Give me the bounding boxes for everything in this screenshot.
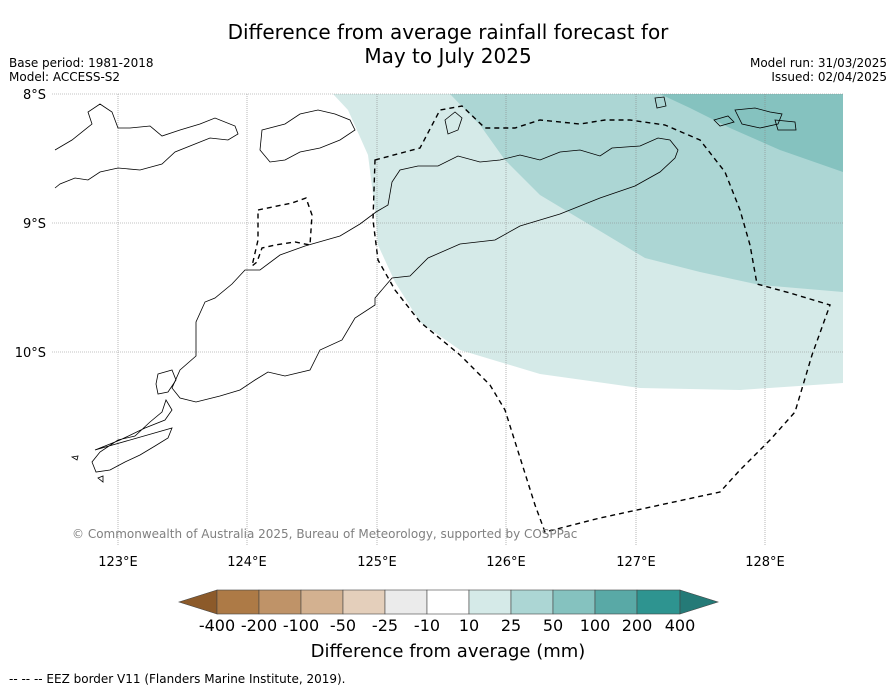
cb-label: -400 bbox=[198, 616, 236, 635]
cb-label: 100 bbox=[579, 616, 611, 635]
cb-label: -100 bbox=[282, 616, 320, 635]
colorbar-seg-9 bbox=[552, 589, 596, 615]
shade-50-100 bbox=[660, 94, 843, 172]
colorbar-low-extend bbox=[178, 589, 218, 615]
coast-island-ne-3 bbox=[713, 115, 735, 127]
coast-island-ne-2 bbox=[734, 107, 783, 129]
lon-tick-124: 124°E bbox=[227, 555, 267, 570]
colorbar-title: Difference from average (mm) bbox=[310, 641, 586, 662]
copyright-text: © Commonwealth of Australia 2025, Bureau… bbox=[72, 527, 578, 541]
lon-tick-123: 123°E bbox=[98, 555, 138, 570]
lon-tick-126: 126°E bbox=[486, 555, 526, 570]
lon-tick-127: 127°E bbox=[616, 555, 656, 570]
lon-tick-labels: 123°E 124°E 125°E 126°E 127°E 128°E bbox=[98, 555, 785, 570]
meta-right: Model run: 31/03/2025 Issued: 02/04/2025 bbox=[750, 56, 887, 84]
map-title: Difference from average rainfall forecas… bbox=[0, 20, 896, 68]
colorbar-seg-11 bbox=[636, 589, 681, 615]
colorbar-seg-8 bbox=[510, 589, 554, 615]
cb-label: 200 bbox=[621, 616, 653, 635]
base-period-text: Base period: 1981-2018 bbox=[9, 56, 154, 70]
colorbar-seg-2 bbox=[258, 589, 302, 615]
coast-small-1 bbox=[70, 455, 79, 461]
eez-borders bbox=[250, 105, 831, 533]
colorbar-seg-1 bbox=[216, 589, 260, 615]
shade-25-50 bbox=[450, 94, 843, 292]
lat-tick-labels: 8°S 9°S 10°S bbox=[15, 88, 46, 361]
gridlines bbox=[52, 93, 843, 546]
eez-timor-leste bbox=[372, 105, 831, 533]
cb-label: 400 bbox=[664, 616, 696, 635]
coast-savu bbox=[91, 399, 173, 473]
coast-wetar bbox=[259, 109, 356, 163]
coast-atauro bbox=[444, 111, 463, 135]
model-text: Model: ACCESS-S2 bbox=[9, 70, 121, 84]
title-line-2: May to July 2025 bbox=[364, 44, 532, 68]
coast-timor bbox=[171, 137, 679, 403]
title-line-1: Difference from average rainfall forecas… bbox=[227, 20, 669, 44]
lat-tick-9s: 9°S bbox=[23, 217, 46, 232]
colorbar-seg-4 bbox=[342, 589, 386, 615]
colorbar-seg-10 bbox=[594, 589, 638, 615]
lat-tick-10s: 10°S bbox=[15, 346, 46, 361]
eez-oecusse bbox=[250, 197, 313, 268]
cb-label: 25 bbox=[500, 616, 522, 635]
colorbar-seg-7 bbox=[468, 589, 512, 615]
meta-left: Base period: 1981-2018 Model: ACCESS-S2 bbox=[9, 56, 154, 84]
cb-label: -10 bbox=[413, 616, 441, 635]
cb-label: -25 bbox=[371, 616, 399, 635]
coastlines bbox=[54, 96, 797, 483]
cb-label: -50 bbox=[329, 616, 357, 635]
eez-footnote: -- -- -- EEZ border V11 (Flanders Marine… bbox=[9, 672, 346, 686]
lon-tick-128: 128°E bbox=[745, 555, 785, 570]
colorbar bbox=[178, 589, 719, 615]
lon-tick-125: 125°E bbox=[357, 555, 397, 570]
coast-alor bbox=[54, 103, 239, 189]
coast-island-ne-4 bbox=[774, 119, 797, 131]
cb-label: -200 bbox=[240, 616, 278, 635]
coast-small-2 bbox=[97, 475, 104, 483]
colorbar-seg-3 bbox=[300, 589, 344, 615]
coast-island-ne-1 bbox=[654, 96, 667, 109]
model-run-text: Model run: 31/03/2025 bbox=[749, 56, 887, 70]
cb-label: 50 bbox=[542, 616, 564, 635]
colorbar-seg-6 bbox=[426, 589, 470, 615]
cb-label: 10 bbox=[458, 616, 480, 635]
lat-tick-8s: 8°S bbox=[23, 88, 46, 103]
colorbar-seg-5 bbox=[384, 589, 428, 615]
coast-roti bbox=[155, 369, 177, 395]
issued-text: Issued: 02/04/2025 bbox=[771, 70, 887, 84]
colorbar-high-extend bbox=[679, 589, 719, 615]
